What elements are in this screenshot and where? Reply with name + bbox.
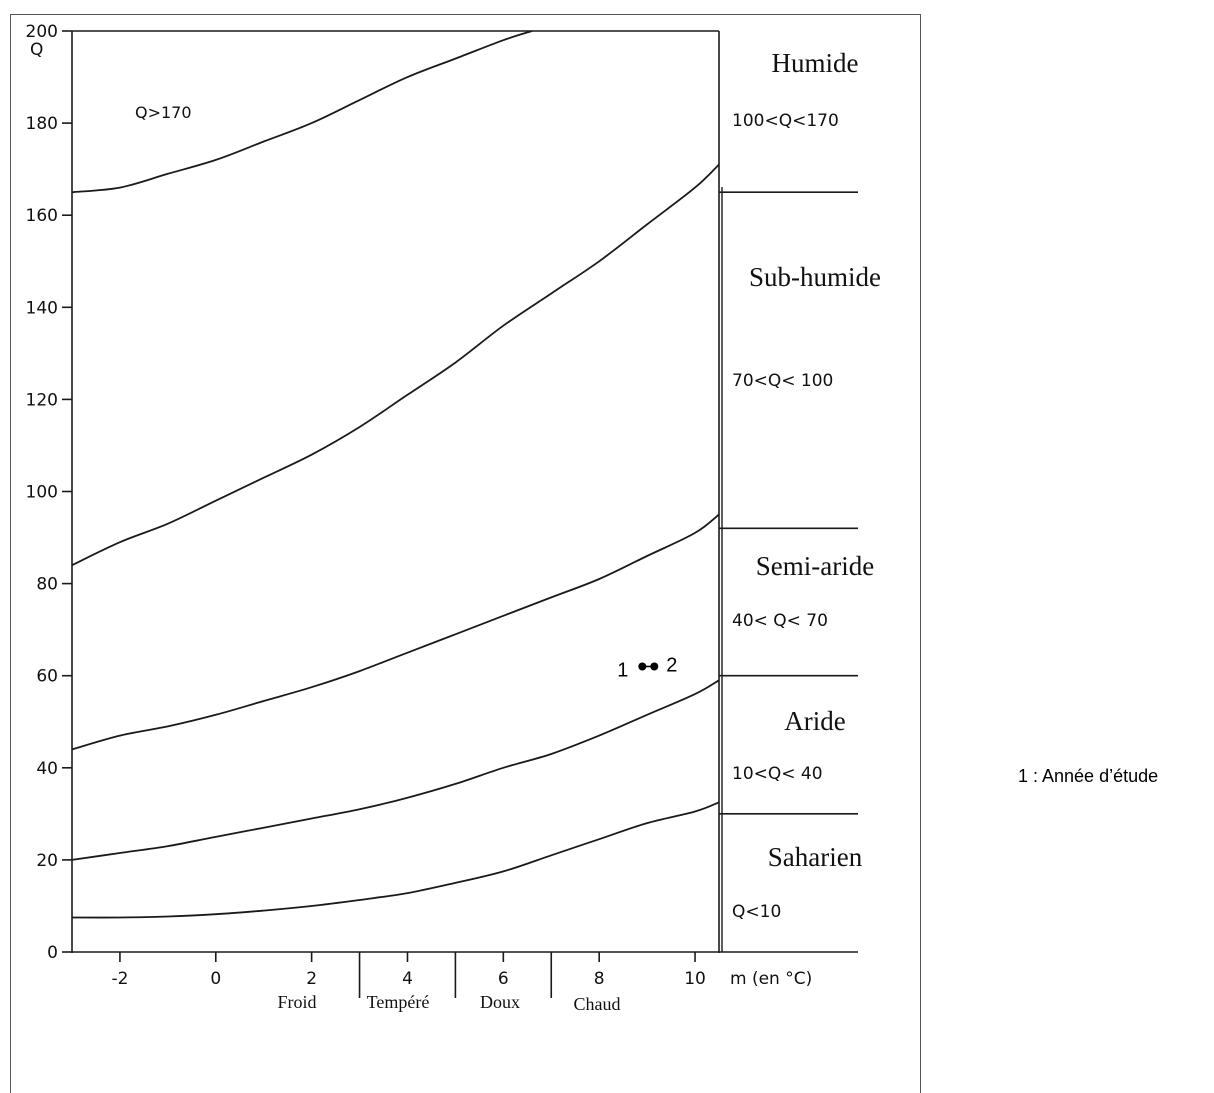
point-label: 2 (666, 654, 677, 676)
x-tick-label: 4 (402, 969, 413, 989)
zone-range: 100<Q<170 (732, 111, 839, 131)
y-tick-label: 60 (36, 667, 58, 687)
zone-labels: Humide 100<Q<170 Sub-humide 70<Q< 100 Semi-a… (732, 48, 881, 922)
y-tick-label: 120 (26, 390, 58, 410)
x-tick-label: 2 (306, 969, 317, 989)
x-tick-label: 0 (210, 969, 221, 989)
study-point-2 (650, 662, 659, 671)
y-tick-label: 140 (26, 298, 58, 318)
legend-note: 1 : Année d’étude (1018, 766, 1159, 786)
plot-area (71, 30, 858, 953)
point-label: 1 (617, 659, 628, 681)
winter-categories: Froid Tempéré Doux Chaud (277, 952, 621, 1014)
y-tick-label: 100 (26, 483, 58, 503)
x-tick-label: 10 (684, 969, 706, 989)
zone-range: 40< Q< 70 (732, 611, 828, 631)
zone-name: Aride (784, 706, 845, 736)
curves (71, 30, 720, 919)
x-tick-label: 6 (498, 969, 509, 989)
x-tick-label: -2 (111, 969, 128, 989)
series-line-4 (71, 679, 720, 861)
zone-name: Saharien (768, 842, 863, 872)
series-line-1 (71, 30, 533, 194)
zone-name: Humide (772, 48, 859, 78)
y-tick-label: 180 (26, 114, 58, 134)
series-line-5 (71, 801, 720, 919)
zone-name: Sub-humide (749, 262, 881, 292)
study-point-1 (638, 662, 647, 671)
y-tick-label: 40 (36, 759, 58, 779)
y-tick-label: 80 (36, 575, 58, 595)
category-label: Tempéré (367, 992, 430, 1012)
zone-name: Semi-aride (756, 551, 874, 581)
annotation-top: Q>170 (135, 103, 192, 122)
category-label: Froid (277, 992, 316, 1012)
y-tick-label: 20 (36, 851, 58, 871)
category-label: Doux (480, 992, 520, 1012)
series-line-3 (71, 513, 720, 751)
y-tick-label: 160 (26, 206, 58, 226)
zone-range: 10<Q< 40 (732, 764, 823, 784)
x-tick-label: 8 (594, 969, 605, 989)
category-label: Chaud (574, 994, 621, 1014)
y-tick-label: 0 (47, 943, 58, 963)
figure-frame (10, 14, 921, 1093)
zone-range: 70<Q< 100 (732, 371, 833, 391)
y-axis-label: Q (30, 40, 43, 60)
x-axis-label: m (en °C) (730, 969, 812, 989)
zone-range: Q<10 (732, 902, 781, 922)
series-line-2 (71, 163, 720, 567)
y-tick-label: 200 (26, 22, 58, 42)
